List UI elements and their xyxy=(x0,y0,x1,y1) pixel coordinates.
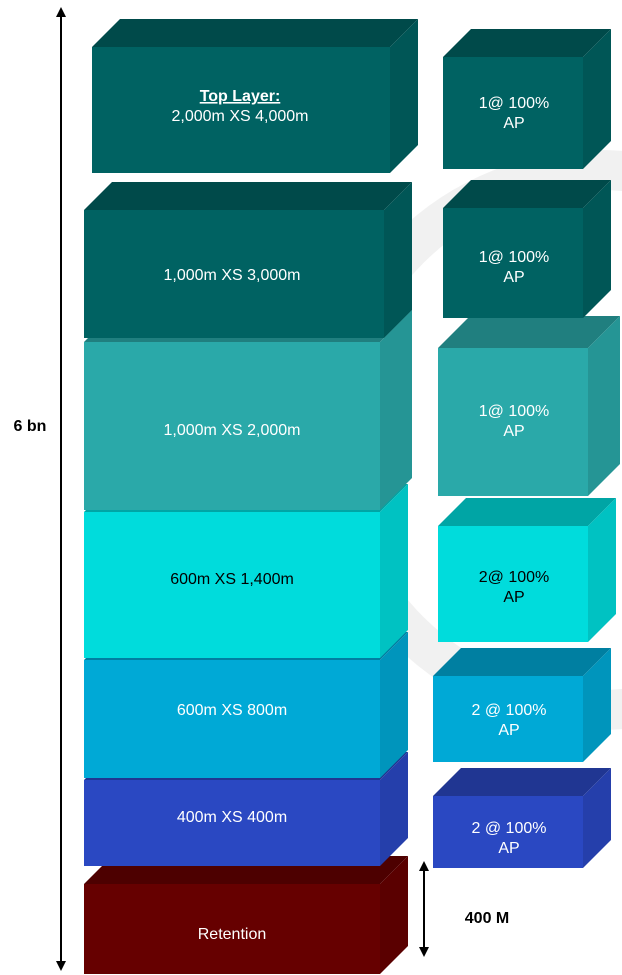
layer-block-layer_1000_2000-side-face xyxy=(380,310,412,510)
reinstatement-basis-label: AP xyxy=(498,840,519,857)
reinstatement-block-layer_600_1400-top-face xyxy=(438,498,616,526)
reinstatement-basis-label: AP xyxy=(503,115,524,132)
layer-range-label: 400m XS 400m xyxy=(177,809,287,826)
reinstatement-label: 1@ 100% xyxy=(479,95,550,112)
layer-block-retention-side-face xyxy=(380,856,408,974)
layer-range-label: 1,000m XS 2,000m xyxy=(164,422,301,439)
reinstatement-basis-label: AP xyxy=(498,722,519,739)
reinstatement-block-top-top-face xyxy=(443,29,611,57)
layer-block-layer_600_800-side-face xyxy=(380,632,408,778)
reinstatement-basis-label: AP xyxy=(503,423,524,440)
reinstatement-basis-label: AP xyxy=(503,269,524,286)
reinstatement-block-layer_600_800-front-face xyxy=(433,676,583,762)
layer-block-top-front-face xyxy=(92,47,390,173)
reinstatement-label: 1@ 100% xyxy=(479,403,550,420)
layer-block-layer_1000_2000 xyxy=(84,310,412,510)
layer-block-layer_1000_3000 xyxy=(84,182,412,338)
reinstatement-block-layer_600_1400 xyxy=(438,498,616,642)
reinstatement-label: 2@ 100% xyxy=(479,569,550,586)
reinstatement-block-layer_1000_2000-top-face xyxy=(438,316,620,348)
layer-range-label: 600m XS 1,400m xyxy=(170,571,294,588)
reinstatement-label: 2 @ 100% xyxy=(472,702,547,719)
reinstatement-block-layer_1000_3000 xyxy=(443,180,611,318)
layer-block-retention-front-face xyxy=(84,884,380,974)
reinstatement-block-top xyxy=(443,29,611,169)
reinstatement-block-layer_400_400-top-face xyxy=(433,768,611,796)
reinstatement-block-layer_1000_3000-side-face xyxy=(583,180,611,318)
reinstatement-block-top-front-face xyxy=(443,57,583,169)
layer-title: Top Layer: xyxy=(200,88,281,105)
layer-range-label: 600m XS 800m xyxy=(177,702,287,719)
reinstatement-block-layer_1000_3000-front-face xyxy=(443,208,583,318)
layer-block-layer_400_400-side-face xyxy=(380,752,408,866)
reinstatement-block-layer_600_800-side-face xyxy=(583,648,611,762)
layer-block-layer_400_400-front-face xyxy=(84,780,380,866)
reinstatement-block-layer_400_400-side-face xyxy=(583,768,611,868)
reinstatement-block-layer_400_400 xyxy=(433,768,611,868)
total-scale-label: 6 bn xyxy=(14,418,47,435)
reinstatement-block-layer_600_1400-side-face xyxy=(588,498,616,642)
layer-block-layer_600_800-front-face xyxy=(84,660,380,778)
layer-range-label: 2,000m XS 4,000m xyxy=(172,108,309,125)
layer-block-layer_600_1400-side-face xyxy=(380,484,408,658)
reinstatement-label: 2 @ 100% xyxy=(472,820,547,837)
reinstatement-label: 1@ 100% xyxy=(479,249,550,266)
layer-block-layer_1000_2000-front-face xyxy=(84,342,380,510)
layer-block-layer_600_1400-front-face xyxy=(84,512,380,658)
layer-range-label: 1,000m XS 3,000m xyxy=(164,267,301,284)
layer-block-layer_1000_3000-front-face xyxy=(84,210,384,338)
layer-block-top-side-face xyxy=(390,19,418,173)
layer-block-top-top-face xyxy=(92,19,418,47)
reinstatement-basis-label: AP xyxy=(503,589,524,606)
reinstatement-block-layer_1000_2000 xyxy=(438,316,620,496)
reinstatement-block-layer_400_400-front-face xyxy=(433,796,583,868)
reinstatement-block-top-side-face xyxy=(583,29,611,169)
reinstatement-block-layer_1000_2000-front-face xyxy=(438,348,588,496)
reinstatement-block-layer_600_800 xyxy=(433,648,611,762)
layer-block-top xyxy=(92,19,418,173)
layer-range-label: Retention xyxy=(198,926,267,943)
reinstatement-block-layer_600_1400-front-face xyxy=(438,526,588,642)
layer-block-retention xyxy=(84,856,408,974)
layer-block-layer_1000_3000-top-face xyxy=(84,182,412,210)
retention-amount-label: 400 M xyxy=(465,910,509,927)
reinstatement-block-layer_600_800-top-face xyxy=(433,648,611,676)
reinstatement-block-layer_1000_2000-side-face xyxy=(588,316,620,496)
reinstatement-block-layer_1000_3000-top-face xyxy=(443,180,611,208)
layer-block-layer_1000_3000-side-face xyxy=(384,182,412,338)
